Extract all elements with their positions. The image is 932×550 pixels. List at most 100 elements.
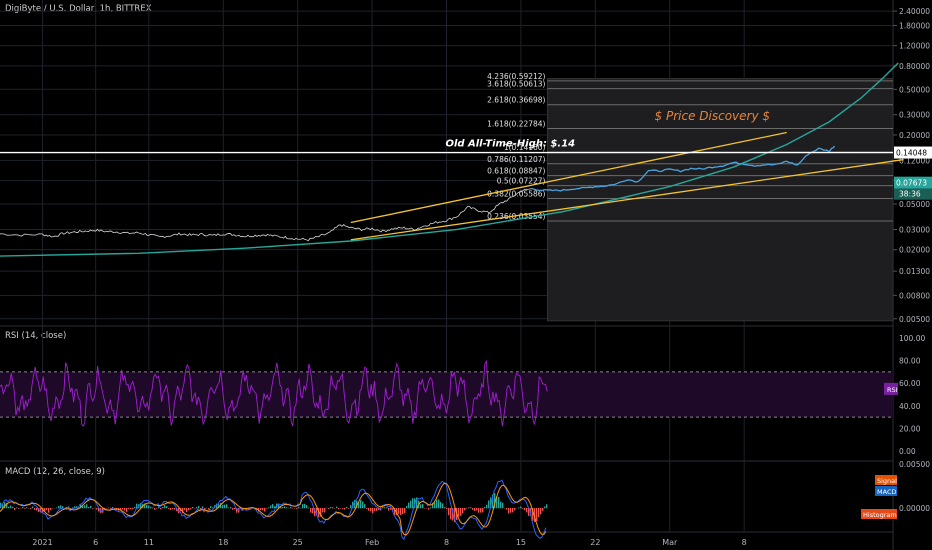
macd-histogram-bar xyxy=(76,506,78,509)
macd-histogram-bar xyxy=(272,504,274,509)
macd-histogram-bar xyxy=(496,496,498,509)
macd-histogram-bar xyxy=(524,508,526,511)
rsi-line xyxy=(0,359,548,427)
macd-histogram-bar xyxy=(174,508,176,510)
macd-histogram-bar xyxy=(72,507,74,509)
macd-histogram-bar xyxy=(222,505,224,509)
macd-histogram-bar xyxy=(228,507,230,509)
macd-histogram-bar xyxy=(40,508,42,513)
macd-histogram-bar xyxy=(112,506,114,509)
macd-histogram-bar xyxy=(506,508,508,510)
x-tick-label: 11 xyxy=(144,538,154,547)
macd-histogram-bar xyxy=(188,508,190,511)
macd-histogram-bar xyxy=(158,506,160,509)
signal-line xyxy=(0,482,547,536)
macd-histogram-bar xyxy=(284,506,286,509)
y-tick-label: 0.80000 xyxy=(899,62,930,71)
macd-histogram-bar xyxy=(388,508,390,511)
macd-histogram-bar xyxy=(476,508,478,511)
macd-histogram-bar xyxy=(446,508,448,510)
macd-histogram-bar xyxy=(274,506,276,509)
rsi-y-tick-label: 100.00 xyxy=(899,334,925,343)
macd-histogram-bar xyxy=(248,508,250,511)
macd-line xyxy=(0,479,547,541)
macd-histogram-bar xyxy=(402,508,404,515)
rsi-title: RSI (14, close) xyxy=(5,331,67,341)
rsi-y-tick-label: 60.00 xyxy=(899,379,921,388)
macd-histogram-bar xyxy=(234,508,236,510)
channel-lower-line xyxy=(350,158,904,241)
macd-histogram-bar xyxy=(38,508,40,513)
macd-histogram-bar xyxy=(380,508,382,511)
macd-histogram-bar xyxy=(58,505,60,509)
macd-histogram-bar xyxy=(302,503,304,509)
fib-level-label: 2.618(0.36698) xyxy=(487,96,545,105)
macd-histogram-bar xyxy=(132,508,134,510)
macd-histogram-bar xyxy=(130,508,132,510)
macd-histogram-bar xyxy=(36,508,38,511)
y-tick-label: 1.80000 xyxy=(899,21,930,30)
fib-level-label: 0.5(0.07227) xyxy=(497,177,546,186)
signal-legend-label: Signal xyxy=(877,477,897,485)
macd-histogram-bar xyxy=(344,508,346,510)
macd-histogram-bar xyxy=(374,508,376,511)
y-tick-label: 0.00500 xyxy=(899,315,930,324)
macd-histogram-bar xyxy=(298,506,300,509)
macd-histogram-bar xyxy=(262,508,264,511)
x-tick-label: 8 xyxy=(444,538,449,547)
macd-histogram-bar xyxy=(16,507,18,509)
macd-histogram-bar xyxy=(502,502,504,509)
macd-histogram-bar xyxy=(406,506,408,509)
y-tick-label: 0.03000 xyxy=(899,225,930,234)
macd-histogram-bar xyxy=(288,507,290,509)
macd-histogram-bar xyxy=(326,507,328,509)
signal-legend-tag xyxy=(875,475,897,485)
macd-histogram-bar xyxy=(328,508,330,510)
macd-histogram-bar xyxy=(508,508,510,514)
macd-histogram-bar xyxy=(492,494,494,509)
macd-histogram-bar xyxy=(44,508,46,511)
y-tick-label: 0.05000 xyxy=(899,200,930,209)
macd-histogram-bar xyxy=(134,506,136,509)
macd-histogram-bar xyxy=(264,508,266,512)
x-tick-label: 15 xyxy=(516,538,526,547)
macd-histogram-bar xyxy=(386,507,388,509)
macd-histogram-bar xyxy=(364,504,366,509)
macd-histogram-bar xyxy=(236,508,238,513)
x-tick-label: Mar xyxy=(662,538,678,547)
macd-histogram-bar xyxy=(12,506,14,509)
macd-histogram-bar xyxy=(122,508,124,510)
macd-histogram-bar xyxy=(202,506,204,509)
macd-histogram-bar xyxy=(520,506,522,509)
x-tick-label: 2021 xyxy=(32,538,52,547)
macd-histogram-bar xyxy=(126,508,128,512)
macd-histogram-bar xyxy=(404,508,406,514)
macd-histogram-bar xyxy=(110,508,112,509)
macd-histogram-bar xyxy=(352,501,354,509)
macd-histogram-bar xyxy=(146,504,148,509)
macd-histogram-bar xyxy=(336,506,338,509)
macd-histogram-bar xyxy=(408,502,410,509)
macd-histogram-bar xyxy=(198,505,200,509)
macd-histogram-bar xyxy=(260,508,262,511)
rsi-legend-tag xyxy=(884,382,898,395)
y-tick-label: 0.20000 xyxy=(899,131,930,140)
macd-histogram-bar xyxy=(68,506,70,509)
y-tick-label: 0.00800 xyxy=(899,291,930,300)
macd-histogram-bar xyxy=(208,508,210,510)
macd-histogram-bar xyxy=(464,508,466,511)
macd-histogram-bar xyxy=(230,506,232,509)
fib-level-label: 4.236(0.59212) xyxy=(487,72,545,81)
ath-price-label: 0.14048 xyxy=(896,149,927,158)
macd-legend-label: MACD xyxy=(877,488,896,496)
y-tick-label: 0.30000 xyxy=(899,111,930,120)
rsi-y-tick-label: 0.00 xyxy=(899,447,916,456)
macd-histogram-bar xyxy=(212,507,214,509)
macd-histogram-bar xyxy=(154,508,156,510)
macd-histogram-bar xyxy=(88,507,90,509)
macd-y-tick-label: 0.00500 xyxy=(899,460,930,469)
macd-histogram-bar xyxy=(322,508,324,513)
macd-histogram-bar xyxy=(196,506,198,509)
macd-histogram-bar xyxy=(510,508,512,513)
